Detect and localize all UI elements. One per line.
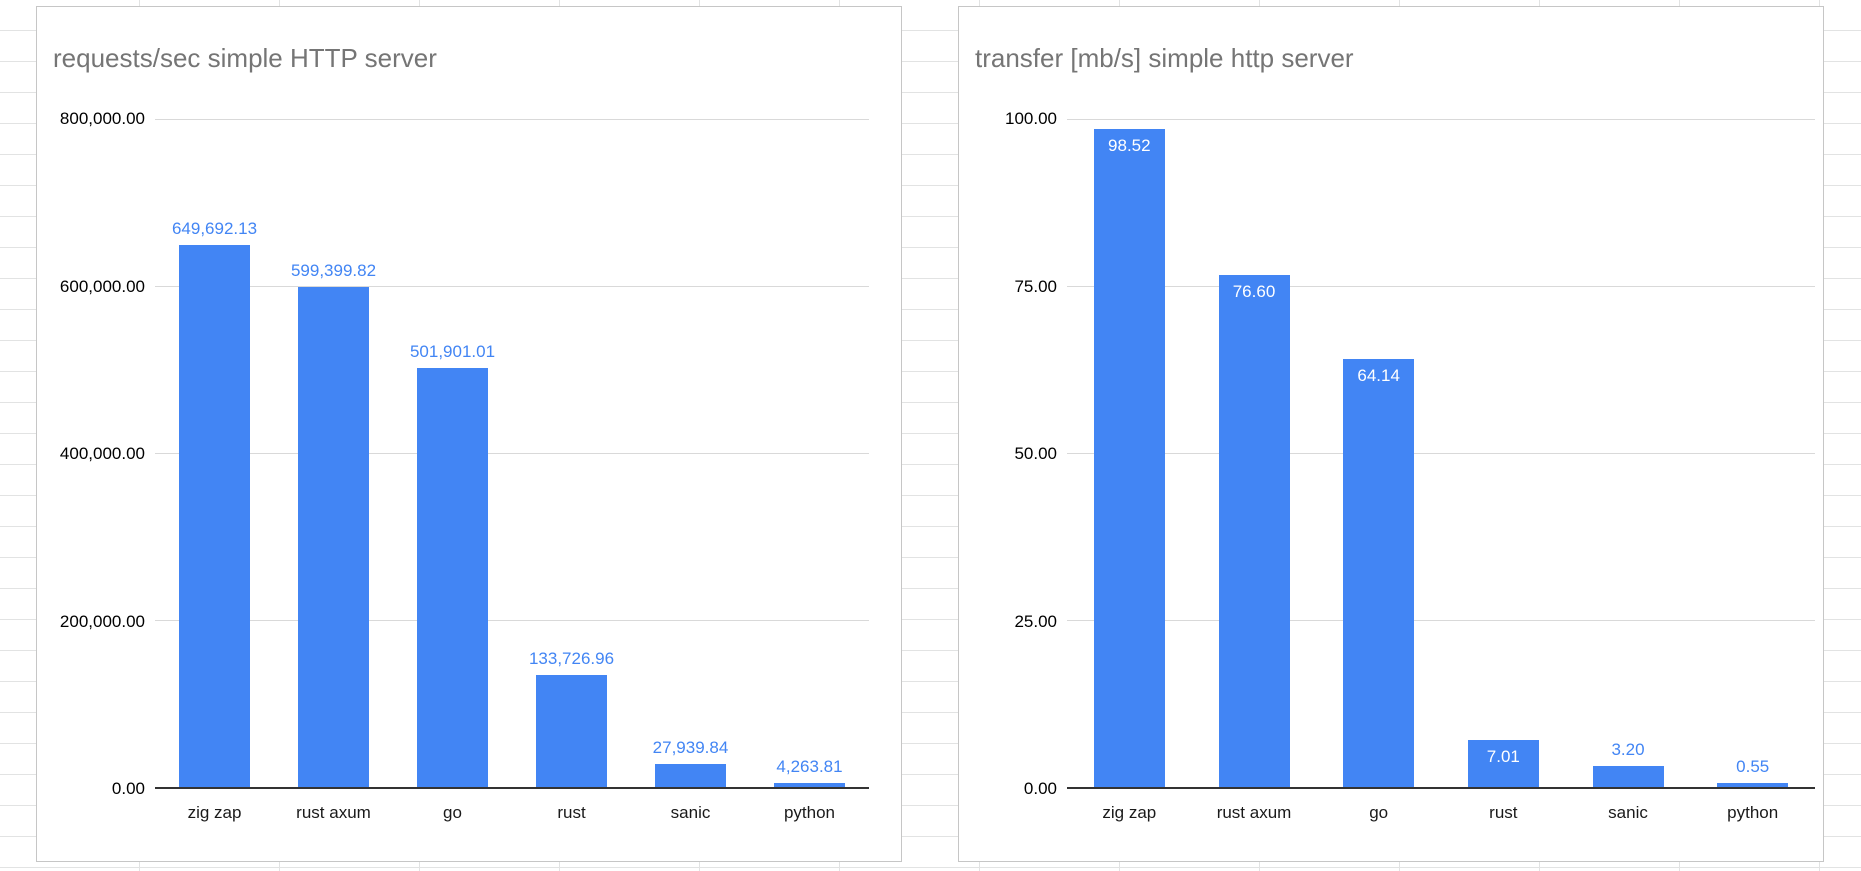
y-axis-tick-label: 600,000.00 — [59, 276, 145, 296]
bar-slot: 133,726.96 — [512, 119, 631, 787]
bar-slot: 98.52 — [1067, 119, 1192, 787]
gridline — [1067, 286, 1815, 287]
bar-value-label: 599,399.82 — [290, 260, 377, 280]
bar-value-label: 98.52 — [1108, 135, 1151, 155]
x-axis-category-label: go — [443, 803, 462, 822]
bar-rust[interactable]: 133,726.96 — [529, 649, 614, 787]
y-axis: 100.00 75.00 50.00 25.00 0.00 — [959, 109, 1057, 798]
x-axis-category-label: rust axum — [296, 803, 371, 822]
bar-rust[interactable]: 7.01 — [1467, 740, 1539, 787]
x-axis-category-label: zig zap — [1102, 803, 1157, 822]
x-axis-category-label: python — [783, 803, 836, 822]
bar-slot: 649,692.13 — [155, 119, 274, 787]
bar-python[interactable]: 0.55 — [1717, 757, 1789, 787]
y-axis-tick-label: 50.00 — [1014, 444, 1057, 463]
y-axis-tick-label: 200,000.00 — [59, 611, 145, 631]
x-axis-category-label: rust — [1489, 803, 1518, 822]
bar-value-label: 133,726.96 — [528, 649, 615, 669]
bar-slot: 27,939.84 — [631, 119, 750, 787]
x-axis-category-label: python — [1727, 803, 1779, 822]
bar-value-label: 3.20 — [1611, 739, 1645, 759]
y-axis-tick-label: 75.00 — [1014, 276, 1057, 296]
x-axis-category-label: rust — [557, 803, 586, 822]
y-axis-tick-label: 0.00 — [111, 779, 145, 798]
x-axis-category-label: sanic — [1608, 803, 1648, 822]
gridline — [1067, 119, 1815, 120]
bars: 649,692.13 599,399.82 501,901.01 133,726.96… — [155, 119, 869, 787]
plot-area: 98.52 76.60 64.14 7.01 3.20 0.55 — [1067, 119, 1815, 789]
chart-transfer-mbps[interactable]: transfer [mb/s] simple http server 100.0… — [958, 6, 1824, 862]
bar-python[interactable]: 4,263.81 — [774, 757, 845, 787]
bar-slot: 599,399.82 — [274, 119, 393, 787]
bar-slot: 76.60 — [1192, 119, 1317, 787]
gridline — [155, 453, 869, 454]
chart-title: requests/sec simple HTTP server — [53, 43, 437, 73]
y-axis-tick-label: 25.00 — [1014, 611, 1057, 631]
bar-slot: 64.14 — [1316, 119, 1441, 787]
gridline — [155, 620, 869, 621]
bar-slot: 0.55 — [1690, 119, 1815, 787]
bar-rust-axum[interactable]: 599,399.82 — [291, 261, 376, 787]
bar-slot: 7.01 — [1441, 119, 1566, 787]
y-axis-tick-label: 400,000.00 — [59, 444, 145, 463]
bar-zig-zap[interactable]: 649,692.13 — [172, 219, 257, 787]
y-axis-tick-label: 100.00 — [1005, 109, 1057, 128]
bar-value-label: 76.60 — [1232, 282, 1276, 302]
x-axis-category-label: zig zap — [187, 803, 242, 822]
bar-slot: 3.20 — [1566, 119, 1691, 787]
bar-value-label: 64.14 — [1357, 365, 1400, 385]
y-axis-tick-label: 0.00 — [1023, 779, 1057, 798]
gridline — [1067, 620, 1815, 621]
x-axis: zig zap rust axum go rust sanic python — [155, 803, 869, 827]
bar-zig-zap[interactable]: 98.52 — [1093, 128, 1165, 787]
bar-value-label: 27,939.84 — [652, 737, 729, 757]
x-axis-category-label: sanic — [670, 803, 711, 822]
bar-value-label: 0.55 — [1736, 757, 1770, 777]
chart-requests-per-sec[interactable]: requests/sec simple HTTP server 800,000.… — [36, 6, 902, 862]
y-axis-tick-label: 800,000.00 — [59, 109, 145, 128]
y-axis: 800,000.00 600,000.00 400,000.00 200,000.00… — [37, 109, 145, 798]
gridline — [155, 286, 869, 287]
bar-slot: 501,901.01 — [393, 119, 512, 787]
x-axis: zig zap rust axum go rust sanic python — [1067, 803, 1815, 827]
gridline — [155, 119, 869, 120]
chart-title: transfer [mb/s] simple http server — [975, 43, 1354, 73]
plot-area: 649,692.13 599,399.82 501,901.01 133,726.96… — [155, 119, 869, 789]
x-axis-category-label: rust axum — [1216, 803, 1292, 822]
bars: 98.52 76.60 64.14 7.01 3.20 0.55 — [1067, 119, 1815, 787]
bar-value-label: 501,901.01 — [409, 341, 496, 361]
x-axis-category-label: go — [1369, 803, 1389, 822]
bar-go[interactable]: 64.14 — [1343, 358, 1415, 787]
bar-value-label: 4,263.81 — [776, 757, 843, 777]
gridline — [1067, 453, 1815, 454]
bar-sanic[interactable]: 3.20 — [1592, 740, 1664, 787]
bar-value-label: 7.01 — [1486, 747, 1520, 767]
bar-rust-axum[interactable]: 76.60 — [1218, 275, 1290, 787]
bar-value-label: 649,692.13 — [171, 218, 258, 238]
bar-sanic[interactable]: 27,939.84 — [653, 738, 728, 787]
bar-slot: 4,263.81 — [750, 119, 869, 787]
bar-go[interactable]: 501,901.01 — [410, 342, 495, 787]
